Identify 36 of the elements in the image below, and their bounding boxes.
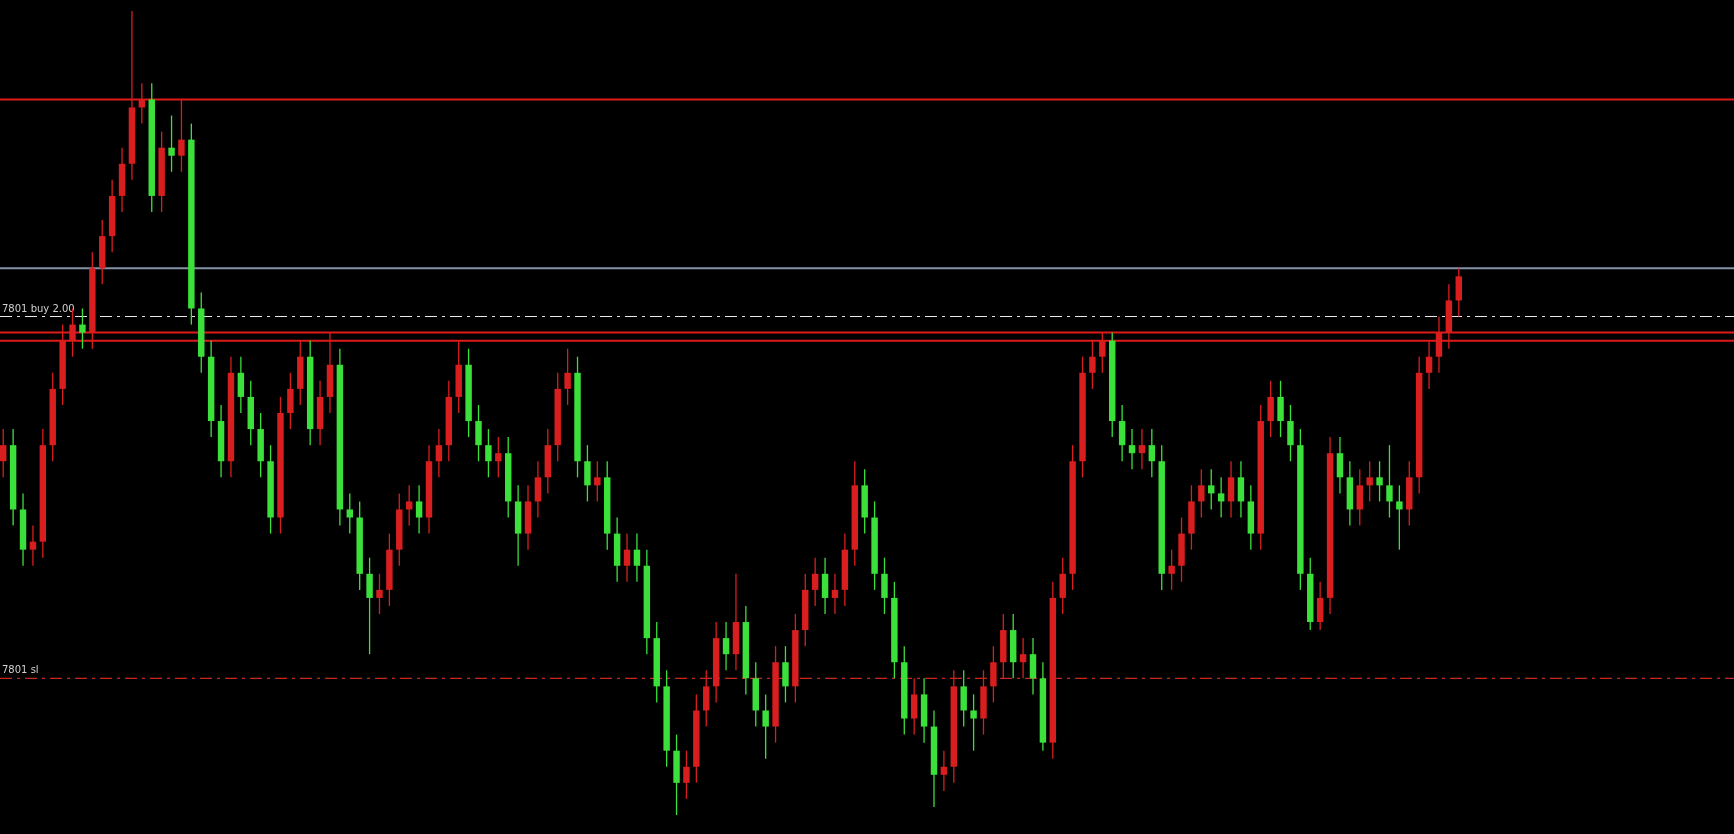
candlestick bbox=[405, 484, 413, 527]
candlestick bbox=[1366, 460, 1373, 503]
candlestick bbox=[970, 693, 977, 752]
candlestick bbox=[1019, 637, 1027, 679]
candlestick bbox=[633, 532, 641, 583]
candlestick bbox=[1168, 549, 1175, 591]
candlestick bbox=[168, 114, 175, 173]
candlestick bbox=[1376, 460, 1383, 503]
candlestick bbox=[495, 436, 502, 478]
candlestick bbox=[623, 532, 631, 583]
candlestick bbox=[29, 524, 37, 567]
candlestick bbox=[1208, 468, 1215, 511]
candlestick bbox=[79, 307, 86, 350]
candlestick bbox=[762, 693, 769, 760]
candlestick bbox=[415, 484, 423, 535]
candlestick bbox=[1198, 468, 1205, 519]
candlestick bbox=[594, 460, 601, 503]
candlestick bbox=[346, 492, 353, 535]
candlestick bbox=[1386, 444, 1393, 519]
candlestick bbox=[376, 573, 383, 615]
candlestick bbox=[683, 750, 690, 800]
candlestick bbox=[811, 557, 819, 607]
candlestick bbox=[940, 750, 948, 792]
candlestick bbox=[485, 428, 492, 478]
candlestick bbox=[722, 621, 730, 671]
candlestick bbox=[564, 348, 571, 406]
ref-line-label: 7801 sl bbox=[2, 664, 39, 676]
candlestick bbox=[1128, 428, 1136, 470]
candlestick bbox=[1217, 476, 1225, 519]
candlestick bbox=[435, 428, 443, 478]
candlestick bbox=[1138, 428, 1146, 470]
ref-line-label: 7801 buy 2.00 bbox=[2, 302, 75, 314]
candlestick bbox=[1396, 484, 1403, 551]
candlestick bbox=[0, 428, 7, 478]
candlestick bbox=[831, 573, 839, 615]
candlestick bbox=[1148, 428, 1156, 478]
